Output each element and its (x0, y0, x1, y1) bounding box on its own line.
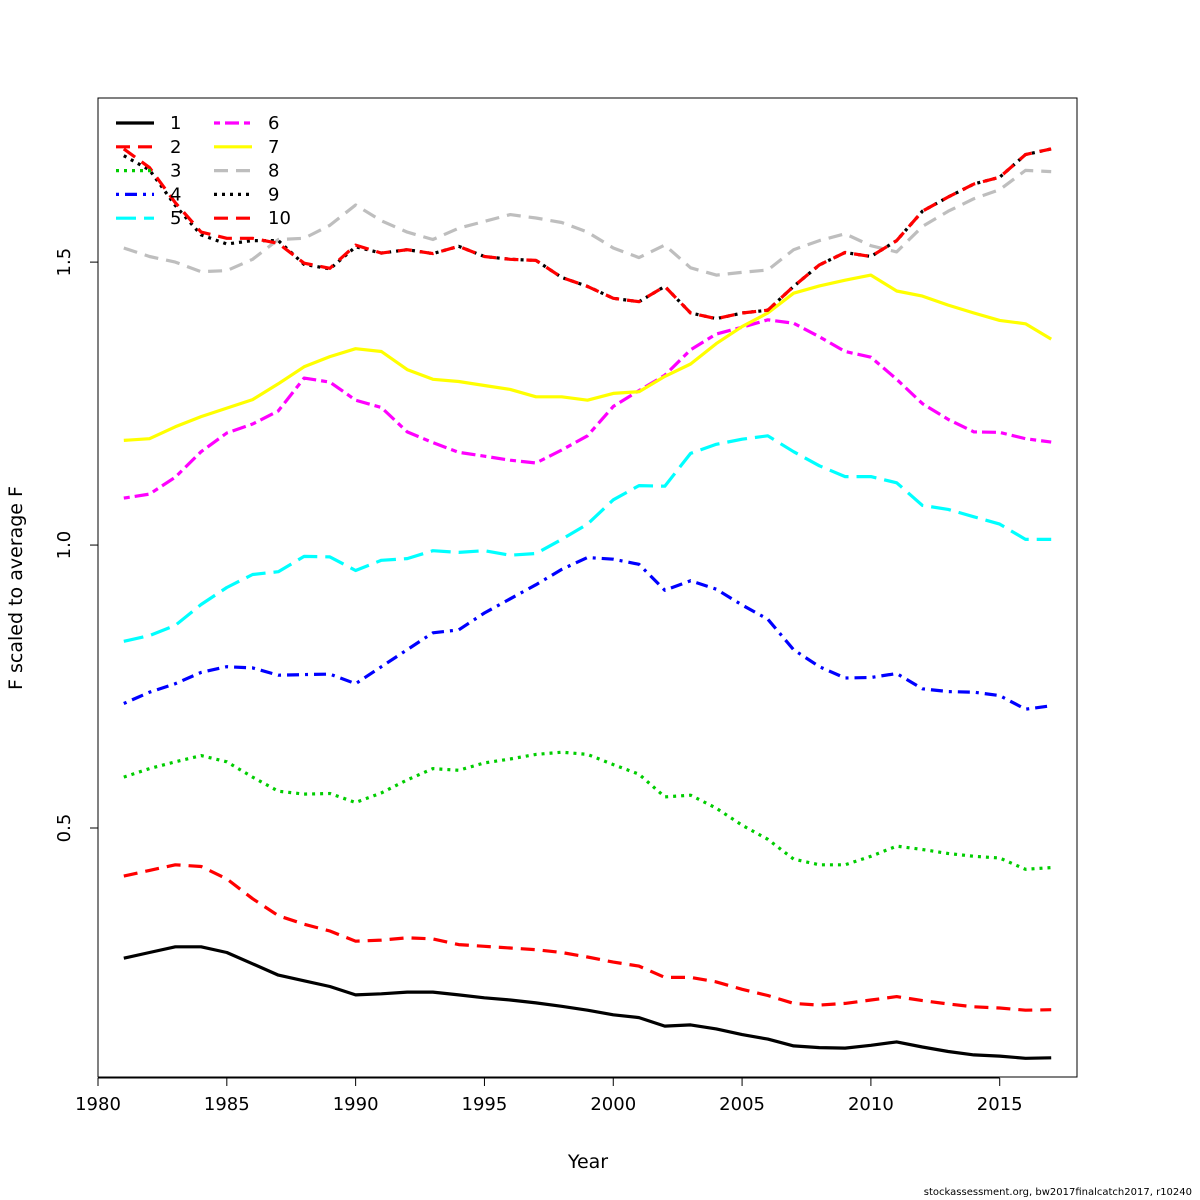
legend-label-9: 9 (268, 184, 279, 205)
series-line-3 (123, 750, 1052, 871)
x-axis-title: Year (567, 1151, 608, 1173)
x-tick-label: 1985 (204, 1094, 250, 1115)
legend-label-4: 4 (170, 184, 181, 205)
y-tick-label: 0.5 (54, 814, 75, 843)
y-axis: 0.5 1.0 1.5 (54, 248, 99, 843)
y-axis-title: F scaled to average F (5, 486, 27, 690)
series-line-10 (122, 147, 1052, 321)
x-tick-label: 1995 (462, 1094, 508, 1115)
legend-label-7: 7 (268, 137, 279, 158)
x-tick-label: 2015 (977, 1094, 1023, 1115)
legend-label-1: 1 (170, 113, 181, 134)
y-tick-label: 1.5 (54, 248, 75, 277)
legend-label-3: 3 (170, 161, 181, 182)
legend-label-2: 2 (170, 137, 181, 158)
x-tick-label: 1990 (333, 1094, 379, 1115)
x-tick-label: 2000 (590, 1094, 636, 1115)
legend-label-10: 10 (268, 208, 291, 229)
x-axis: 1980 1985 1990 1995 2000 2005 2010 2015 (75, 1077, 1023, 1115)
series-line-5 (123, 434, 1052, 643)
series-layer (122, 147, 1053, 1060)
footer-note: stockassessment.org, bw2017finalcatch201… (923, 1187, 1192, 1198)
x-tick-label: 1980 (75, 1094, 121, 1115)
plot-frame (97, 97, 1078, 1078)
x-tick-label: 2010 (848, 1094, 894, 1115)
series-line-1 (123, 945, 1052, 1060)
legend-label-5: 5 (170, 208, 181, 229)
legend-label-8: 8 (268, 161, 279, 182)
series-line-8 (123, 168, 1052, 277)
x-tick-label: 2005 (719, 1094, 765, 1115)
series-line-4 (123, 555, 1052, 711)
series-line-6 (123, 318, 1052, 500)
legend-label-6: 6 (268, 113, 279, 134)
legend: 1 2 34 5 6 7 89 10 (116, 113, 291, 229)
series-line-2 (123, 863, 1052, 1012)
series-line-7 (123, 273, 1053, 442)
y-tick-label: 1.0 (54, 531, 75, 560)
